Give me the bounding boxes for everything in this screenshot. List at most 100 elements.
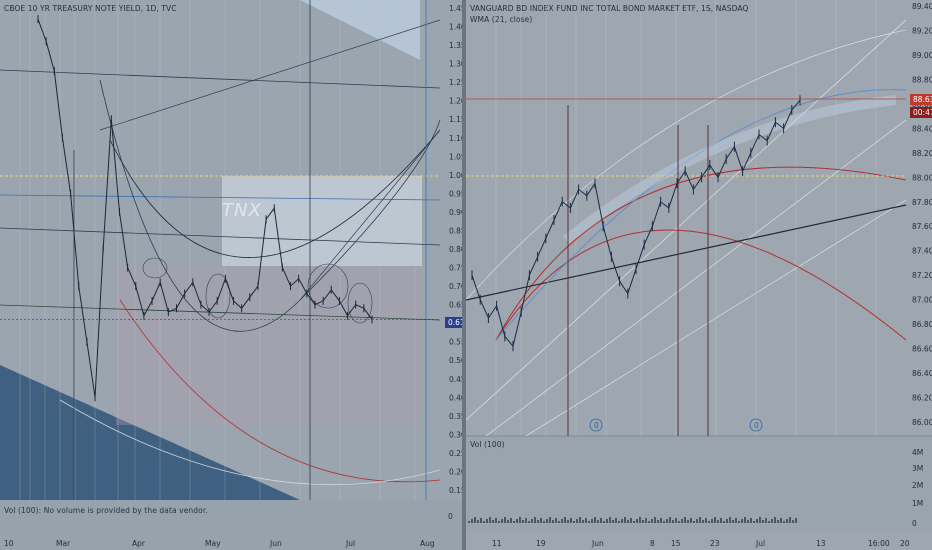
right-volume-bar-64	[660, 518, 662, 523]
right-volume-tick-label: 4M	[912, 448, 923, 457]
right-y-tick-label: 86.20	[912, 394, 932, 403]
right-volume-bar-20	[528, 521, 530, 523]
right-volume-bar-62	[654, 517, 656, 523]
right-cycle-circle-2	[749, 418, 763, 432]
right-x-tick-label: 15	[671, 539, 681, 548]
right-volume-label: Vol (100)	[470, 440, 505, 449]
right-x-tick-label: 16:00	[868, 539, 890, 548]
right-volume-bar-95	[753, 521, 755, 523]
right-volume-bar-24	[540, 518, 542, 523]
right-volume-bar-39	[585, 518, 587, 523]
right-fan-1	[466, 19, 907, 421]
right-red-arc-1	[495, 166, 907, 341]
right-volume-bar-19	[525, 518, 527, 523]
right-volume-bar-44	[600, 518, 602, 523]
right-volume-bar-13	[507, 520, 509, 523]
right-y-tick-label: 88.80	[912, 75, 932, 84]
left-y-tick-label: 0.40	[449, 393, 462, 402]
right-volume-bar-79	[705, 518, 707, 523]
right-volume-bar-109	[795, 518, 797, 523]
right-volume-bar-28	[552, 520, 554, 523]
left-y-tick-label: 0.30	[449, 430, 462, 439]
left-y-tick-label: 1.25	[449, 78, 462, 87]
right-volume-tick-label: 2M	[912, 481, 923, 490]
right-indicator-label: WMA (21, close)	[470, 15, 533, 24]
pink-range-zone	[116, 265, 422, 425]
left-arc-red	[119, 299, 441, 483]
right-volume-bar-33	[567, 520, 569, 523]
right-volume-bar-105	[783, 521, 785, 523]
right-volume-bar-74	[690, 518, 692, 523]
right-fan-2	[485, 119, 907, 437]
right-volume-bar-45	[603, 521, 605, 523]
right-cycle-circle-1	[589, 418, 603, 432]
right-fan-4	[466, 29, 907, 301]
right-y-tick-label: 89.00	[912, 51, 932, 60]
right-volume-bar-17	[519, 517, 521, 523]
right-y-tick-label: 88.20	[912, 149, 932, 158]
left-cycle-ellipse-1	[142, 257, 168, 279]
right-volume-bar-52	[624, 517, 626, 523]
right-chart-pane[interactable]: 89.4089.2089.0088.8088.6088.4088.2088.00…	[466, 0, 932, 550]
right-volume-bar-47	[609, 517, 611, 523]
right-volume-bar-31	[561, 519, 563, 523]
right-volume-bar-73	[687, 520, 689, 523]
right-x-tick-label: 23	[710, 539, 720, 548]
left-y-tick-label: 0.35	[449, 412, 462, 421]
pane-divider[interactable]	[462, 0, 466, 550]
right-y-tick-label: 86.60	[912, 345, 932, 354]
light-box-zone	[222, 176, 422, 266]
right-volume-bar-107	[789, 517, 791, 523]
right-chart-canvas[interactable]: 89.4089.2089.0088.8088.6088.4088.2088.00…	[466, 0, 932, 550]
left-chart-canvas[interactable]: 1.45 1.40 1.35 1.30 1.25 1.20 1.15 1.10 1.05 1.00…	[0, 0, 462, 550]
light-triangle-zone	[300, 0, 420, 60]
right-volume-bar-2	[474, 517, 476, 523]
right-volume-bar-97	[759, 517, 761, 523]
left-x-tick-label: Mar	[56, 539, 71, 548]
right-volume-bar-76	[696, 519, 698, 523]
right-volume-bar-70	[678, 521, 680, 523]
right-volume-bar-102	[774, 517, 776, 523]
right-volume-bar-82	[714, 517, 716, 523]
right-trendline-black	[466, 204, 907, 301]
right-volume-bar-75	[693, 521, 695, 523]
left-y-tick-label: 0.70	[449, 282, 462, 291]
right-volume-bar-37	[579, 517, 581, 523]
left-arc-1	[99, 79, 441, 332]
left-y-tick-label: 0.55	[449, 338, 462, 347]
right-volume-bar-54	[630, 518, 632, 523]
left-y-tick-label: 0.75	[449, 264, 462, 273]
right-volume-bar-93	[747, 520, 749, 523]
right-y-tick-label: 88.40	[912, 124, 932, 133]
left-y-tick-label: 0.85	[449, 226, 462, 235]
right-y-tick-label: 87.40	[912, 247, 932, 256]
right-volume-bar-92	[744, 517, 746, 523]
left-cycle-ellipse-4	[347, 282, 373, 324]
left-y-tick-label: 1.05	[449, 152, 462, 161]
right-volume-tick-label: 3M	[912, 464, 923, 473]
right-volume-bar-87	[729, 517, 731, 523]
right-volume-bar-16	[516, 519, 518, 523]
right-volume-bar-40	[588, 521, 590, 523]
right-volume-bar-85	[723, 521, 725, 523]
right-y-tick-label: 86.00	[912, 418, 932, 427]
right-y-tick-label: 86.80	[912, 320, 932, 329]
left-chart-pane[interactable]: 1.45 1.40 1.35 1.30 1.25 1.20 1.15 1.10 1.05 1.00…	[0, 0, 462, 550]
right-y-tick-label: 87.80	[912, 198, 932, 207]
right-volume-bar-66	[666, 519, 668, 523]
left-x-tick-label: Jul	[345, 539, 355, 548]
right-volume-bar-7	[489, 517, 491, 523]
right-volume-bar-32	[564, 517, 566, 523]
right-x-tick-label: 13	[816, 539, 826, 548]
right-volume-bar-1	[471, 519, 473, 523]
right-volume-bar-53	[627, 520, 629, 523]
right-volume-bar-96	[756, 519, 758, 523]
right-volume-bar-84	[720, 518, 722, 523]
right-volume-pane	[466, 436, 932, 532]
left-diag-2	[299, 129, 441, 301]
right-volume-bar-21	[531, 519, 533, 523]
right-volume-bar-14	[510, 518, 512, 523]
left-y-tick-label: 0.45	[449, 375, 462, 384]
right-volume-bar-25	[543, 521, 545, 523]
left-y-tick-label: 0.80	[449, 245, 462, 254]
